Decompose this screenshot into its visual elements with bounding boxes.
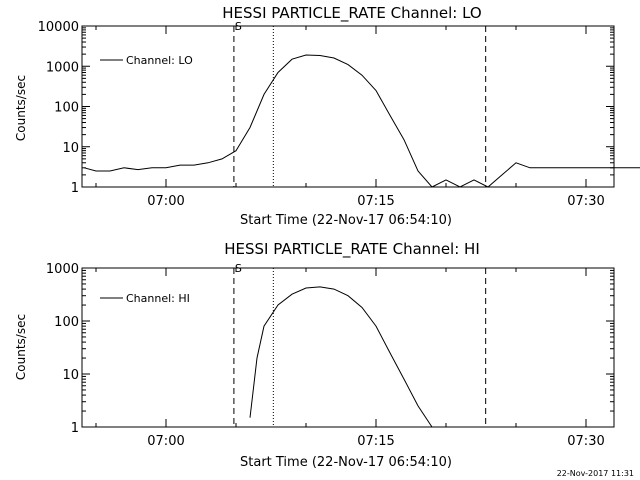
generation-timestamp: 22-Nov-2017 11:31 <box>557 469 634 478</box>
tick-marks: 07:0007:1507:3007:4508:0008:1508:3011010… <box>38 20 614 209</box>
series-line <box>249 286 433 428</box>
y-tick-label: 1000 <box>46 60 79 75</box>
x-tick-label: 07:00 <box>147 434 184 449</box>
x-tick-label: 07:15 <box>357 434 394 449</box>
series-lines <box>84 54 640 188</box>
marker-lines: SE <box>233 262 487 427</box>
chart-title: HESSI PARTICLE_RATE Channel: HI <box>224 240 480 259</box>
y-tick-label: 10000 <box>38 20 79 35</box>
marker-lines: SE <box>233 20 487 187</box>
x-tick-label: 07:15 <box>357 194 394 209</box>
axes-frame <box>81 267 615 428</box>
y-tick-label: 10 <box>62 368 79 383</box>
plot-frame <box>81 267 615 428</box>
chart-title: HESSI PARTICLE_RATE Channel: LO <box>222 4 481 23</box>
legend-label: Channel: LO <box>126 54 193 67</box>
x-tick-label: 07:30 <box>567 194 604 209</box>
y-tick-label: 1 <box>71 421 79 436</box>
legend-label: Channel: HI <box>126 292 190 305</box>
panel-lo: HESSI PARTICLE_RATE Channel: LO 07:00 07:… <box>14 4 640 228</box>
series-line <box>84 54 640 188</box>
y-axis-label: Counts/sec <box>14 75 28 141</box>
y-tick-label: 1000 <box>46 262 79 277</box>
marker-label: S <box>235 20 242 33</box>
plot-frame <box>81 25 615 188</box>
legend: Channel: HI <box>100 292 190 305</box>
series-lines <box>249 286 433 428</box>
panel-hi: HESSI PARTICLE_RATE Channel: HI 07:00 07:… <box>14 240 615 470</box>
tick-marks: 07:0007:1507:3007:4508:0008:1508:3011010… <box>46 262 614 449</box>
x-tick-label: 07:00 <box>147 194 184 209</box>
marker-label: S <box>235 262 242 275</box>
y-axis-label: Counts/sec <box>14 314 28 380</box>
y-tick-label: 100 <box>54 101 79 116</box>
axes-frame <box>81 25 615 188</box>
legend: Channel: LO <box>100 54 193 67</box>
x-tick-label: 07:30 <box>567 434 604 449</box>
x-axis-label: Start Time (22-Nov-17 06:54:10) <box>240 455 452 470</box>
y-tick-label: 100 <box>54 315 79 330</box>
y-tick-label: 10 <box>62 141 79 156</box>
x-axis-label: Start Time (22-Nov-17 06:54:10) <box>240 213 452 228</box>
y-tick-label: 1 <box>71 181 79 196</box>
